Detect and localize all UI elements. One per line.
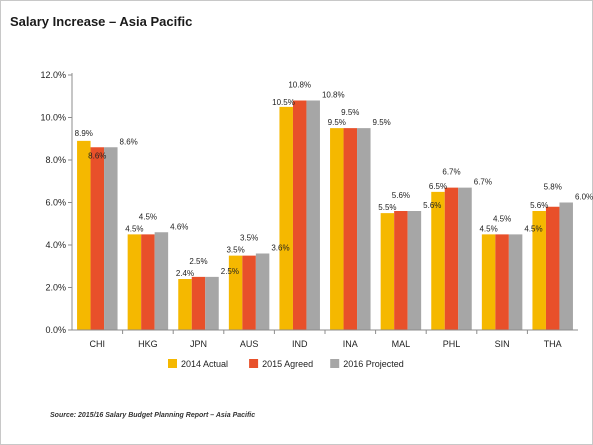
x-tick-label: INA [343, 339, 358, 349]
bar [357, 128, 371, 330]
bars [77, 100, 573, 330]
data-label: 5.6% [530, 201, 548, 210]
data-label: 8.6% [88, 151, 106, 160]
bar [330, 128, 344, 330]
data-label: 10.8% [322, 91, 345, 100]
bar [127, 234, 142, 330]
data-label: 3.5% [226, 246, 244, 255]
data-label: 4.5% [139, 212, 157, 221]
legend: 2014 Actual 2015 Agreed 2016 Projected [168, 359, 404, 369]
bar [559, 202, 573, 330]
data-label: 5.8% [544, 183, 562, 192]
data-label: 9.5% [373, 118, 391, 127]
bar [495, 234, 509, 330]
bar [191, 276, 206, 330]
y-tick-label: 12.0% [40, 70, 66, 80]
y-tick-label: 8.0% [45, 155, 66, 165]
x-tick-label: AUS [240, 339, 259, 349]
x-tick-label: THA [544, 339, 562, 349]
legend-label: 2014 Actual [181, 359, 228, 369]
data-label: 2.5% [189, 257, 207, 266]
bar [545, 206, 560, 330]
x-tick-label: HKG [138, 339, 158, 349]
data-label: 2.4% [176, 269, 194, 278]
data-label: 5.6% [392, 191, 410, 200]
data-label: 6.7% [474, 178, 492, 187]
legend-swatch [330, 359, 340, 368]
legend-swatch [168, 359, 177, 368]
bar [306, 100, 320, 330]
bar [205, 276, 219, 330]
y-tick-label: 6.0% [45, 198, 66, 208]
data-label: 4.5% [479, 224, 497, 233]
bar [394, 211, 408, 330]
bar [431, 191, 445, 330]
bar [154, 232, 169, 330]
data-label: 2.5% [221, 267, 239, 276]
data-label: 8.6% [120, 137, 138, 146]
data-label: 5.6% [423, 201, 441, 210]
data-label: 4.6% [170, 222, 188, 231]
bar [77, 140, 91, 330]
bar [407, 211, 422, 330]
data-label: 10.8% [288, 81, 311, 90]
bar [141, 234, 155, 330]
y-tick-label: 2.0% [45, 283, 66, 293]
x-tick-label: MAL [392, 339, 411, 349]
bar [444, 187, 459, 330]
bar [292, 100, 307, 330]
data-labels: 8.9%8.6%8.6%4.5%4.5%4.6%2.4%2.5%2.5%3.5%… [75, 81, 593, 279]
bar [255, 253, 270, 330]
data-label: 6.7% [442, 168, 460, 177]
data-label: 6.5% [429, 182, 447, 191]
data-label: 8.9% [75, 129, 93, 138]
x-tick-label: CHI [90, 339, 106, 349]
bar [279, 106, 293, 330]
y-axis: 0.0% 2.0% 4.0% 6.0% 8.0% 10.0% 12.0% [40, 70, 73, 335]
x-tick-label: PHL [443, 339, 461, 349]
data-label: 4.5% [524, 224, 542, 233]
data-label: 10.5% [272, 98, 295, 107]
bar [380, 213, 395, 330]
bar [178, 279, 192, 330]
y-tick-label: 10.0% [40, 113, 66, 123]
y-tick-label: 4.0% [45, 240, 66, 250]
bar [343, 128, 358, 330]
bar [242, 255, 256, 330]
legend-swatch [249, 359, 259, 368]
chart-title: Salary Increase – Asia Pacific [10, 14, 193, 29]
bar [481, 234, 496, 330]
legend-label: 2015 Agreed [262, 359, 313, 369]
bar [228, 255, 243, 330]
data-label: 3.5% [240, 234, 258, 243]
source-note: Source: 2015/16 Salary Budget Planning R… [50, 412, 256, 419]
x-tick-label: IND [292, 339, 308, 349]
bar [458, 187, 472, 330]
x-tick-label: JPN [190, 339, 207, 349]
data-label: 9.5% [328, 118, 346, 127]
bar [104, 147, 118, 330]
y-tick-label: 0.0% [45, 325, 66, 335]
data-label: 9.5% [341, 108, 359, 117]
x-axis: CHI HKG JPN AUS IND INA MAL PHL SIN THA [72, 329, 578, 349]
data-label: 4.5% [493, 214, 511, 223]
x-tick-label: SIN [495, 339, 510, 349]
data-label: 4.5% [125, 224, 143, 233]
bar [532, 211, 546, 330]
bar [508, 234, 523, 330]
data-label: 6.0% [575, 193, 593, 202]
legend-label: 2016 Projected [343, 359, 404, 369]
bar [90, 147, 105, 330]
data-label: 3.6% [271, 244, 289, 253]
data-label: 5.5% [378, 203, 396, 212]
